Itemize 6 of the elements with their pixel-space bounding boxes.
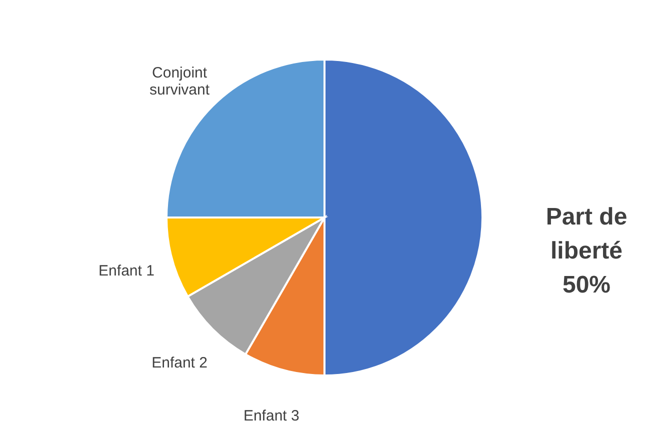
- slice-label: Conjoint survivant: [150, 64, 210, 99]
- slice-label: Enfant 2: [152, 354, 208, 372]
- slice-label: Part de liberté: [546, 204, 628, 265]
- data-label: 50%: [562, 272, 611, 299]
- slice-label: Enfant 1: [98, 262, 154, 280]
- slice-label: Enfant 3: [243, 408, 300, 424]
